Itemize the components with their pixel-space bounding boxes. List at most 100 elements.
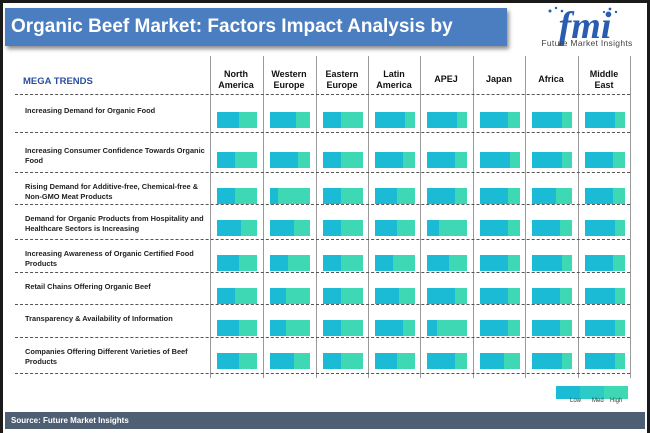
impact-bar-track bbox=[427, 320, 467, 336]
impact-bar-fill bbox=[375, 320, 403, 336]
impact-bar-fill bbox=[427, 255, 449, 271]
impact-bar-fill bbox=[323, 112, 341, 128]
trend-label: Companies Offering Different Varieties o… bbox=[25, 347, 188, 366]
impact-bar bbox=[427, 152, 467, 168]
impact-bar-fill bbox=[323, 320, 341, 336]
row-divider bbox=[15, 272, 630, 273]
impact-bar-fill bbox=[375, 353, 397, 369]
impact-bar-fill bbox=[585, 320, 615, 336]
impact-bar bbox=[532, 288, 572, 304]
impact-bar-fill bbox=[375, 112, 405, 128]
impact-bar-fill bbox=[532, 353, 562, 369]
impact-bar bbox=[375, 255, 415, 271]
impact-bar bbox=[427, 112, 467, 128]
impact-bar-fill bbox=[217, 288, 235, 304]
impact-bar bbox=[270, 255, 310, 271]
impact-bar-fill bbox=[585, 353, 615, 369]
column-divider bbox=[368, 56, 369, 378]
impact-bar-fill bbox=[323, 220, 341, 236]
impact-bar-fill bbox=[585, 112, 615, 128]
impact-bar bbox=[480, 255, 520, 271]
impact-bar-fill bbox=[427, 220, 439, 236]
frame-right-border bbox=[647, 0, 650, 433]
impact-bar bbox=[480, 320, 520, 336]
impact-bar bbox=[217, 288, 257, 304]
row-divider bbox=[15, 337, 630, 338]
row-divider bbox=[15, 239, 630, 240]
impact-bar bbox=[375, 288, 415, 304]
impact-bar-fill bbox=[532, 112, 562, 128]
impact-bar-fill bbox=[480, 152, 510, 168]
impact-bar bbox=[270, 320, 310, 336]
impact-bar-fill bbox=[375, 220, 397, 236]
impact-bar-fill bbox=[427, 188, 455, 204]
impact-bar-fill bbox=[375, 288, 399, 304]
impact-bar bbox=[532, 353, 572, 369]
impact-bar bbox=[532, 112, 572, 128]
impact-bar bbox=[270, 152, 310, 168]
legend-med-swatch bbox=[580, 386, 604, 399]
impact-bar-fill bbox=[217, 353, 239, 369]
impact-bar-fill bbox=[270, 353, 294, 369]
impact-bar-fill bbox=[585, 220, 615, 236]
impact-bar bbox=[217, 188, 257, 204]
impact-bar bbox=[323, 152, 363, 168]
impact-bar bbox=[585, 220, 625, 236]
column-divider bbox=[420, 56, 421, 378]
impact-bar-fill bbox=[585, 255, 613, 271]
legend-low-swatch bbox=[556, 386, 580, 399]
impact-bar-fill bbox=[427, 353, 455, 369]
impact-bar-fill bbox=[217, 320, 239, 336]
impact-bar bbox=[585, 152, 625, 168]
impact-bar bbox=[532, 188, 572, 204]
impact-bar-fill bbox=[532, 255, 562, 271]
impact-bar-fill bbox=[270, 320, 286, 336]
impact-bar bbox=[480, 112, 520, 128]
impact-bar-fill bbox=[323, 188, 341, 204]
impact-bar bbox=[375, 220, 415, 236]
impact-bar bbox=[217, 320, 257, 336]
source-note: Source: Future Market Insights bbox=[5, 412, 645, 429]
fmi-logo-icon: fmi bbox=[548, 5, 618, 47]
impact-bar bbox=[270, 220, 310, 236]
legend-med-label: Med bbox=[592, 398, 604, 404]
region-header: Africa bbox=[538, 74, 564, 85]
column-divider bbox=[210, 56, 211, 378]
impact-bar bbox=[532, 255, 572, 271]
impact-bar-fill bbox=[427, 152, 455, 168]
trend-label: Demand for Organic Products from Hospita… bbox=[25, 214, 204, 233]
impact-bar-fill bbox=[270, 188, 278, 204]
impact-bar-fill bbox=[217, 220, 241, 236]
impact-bar bbox=[323, 255, 363, 271]
impact-bar bbox=[480, 288, 520, 304]
impact-bar bbox=[480, 188, 520, 204]
impact-bar-track bbox=[270, 188, 310, 204]
impact-bar-fill bbox=[532, 188, 556, 204]
region-header: Eastern Europe bbox=[325, 68, 359, 91]
impact-analysis-table: MEGA TRENDS North America Western Europe E… bbox=[15, 56, 635, 381]
impact-bar-fill bbox=[532, 220, 560, 236]
impact-bar bbox=[323, 288, 363, 304]
legend-high-label: High bbox=[610, 398, 623, 404]
frame-top-border bbox=[0, 0, 650, 3]
impact-bar bbox=[217, 112, 257, 128]
impact-bar-fill bbox=[532, 288, 560, 304]
impact-bar bbox=[217, 152, 257, 168]
impact-bar bbox=[585, 255, 625, 271]
impact-bar-fill bbox=[480, 255, 508, 271]
impact-bar-fill bbox=[323, 152, 341, 168]
impact-bar-fill bbox=[217, 152, 235, 168]
impact-bar bbox=[427, 255, 467, 271]
trend-label: Increasing Awareness of Organic Certifie… bbox=[25, 249, 194, 268]
column-divider bbox=[630, 56, 631, 378]
trend-label: Increasing Consumer Confidence Towards O… bbox=[25, 146, 205, 165]
mega-trends-header: MEGA TRENDS bbox=[23, 76, 93, 87]
impact-bar-fill bbox=[270, 220, 294, 236]
impact-bar-fill bbox=[323, 353, 341, 369]
impact-bar-fill bbox=[375, 188, 397, 204]
impact-bar-fill bbox=[217, 188, 235, 204]
impact-bar bbox=[427, 220, 467, 236]
region-header: Latin America bbox=[376, 68, 412, 91]
legend-high-swatch bbox=[604, 386, 628, 399]
header-divider bbox=[15, 94, 630, 95]
